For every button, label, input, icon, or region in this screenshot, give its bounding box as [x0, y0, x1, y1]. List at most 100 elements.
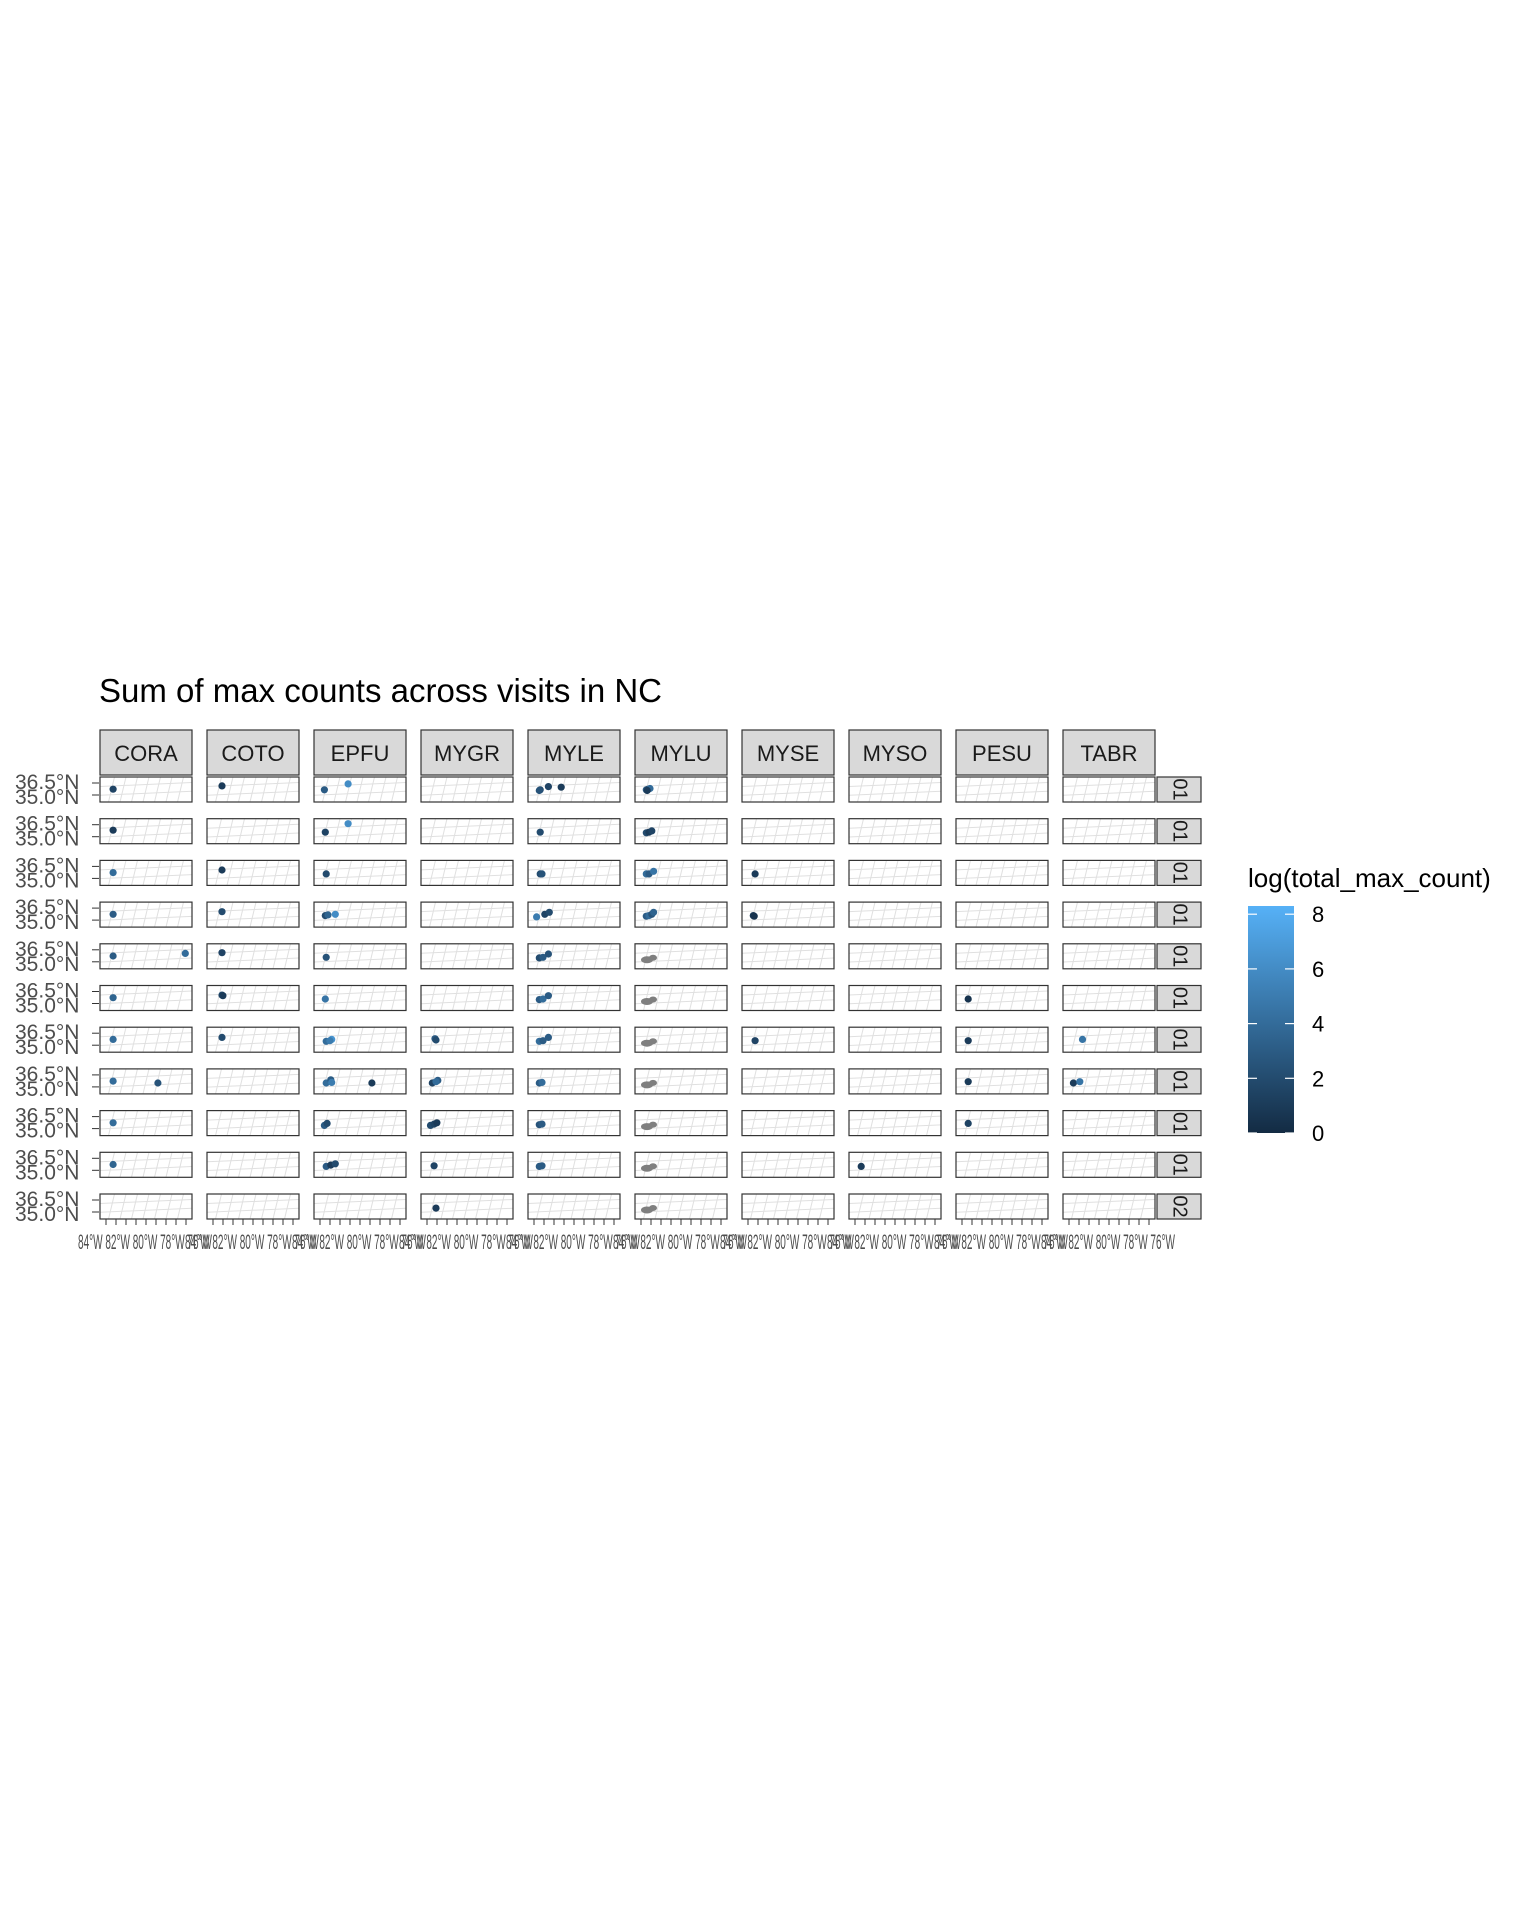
grid-line — [486, 860, 494, 886]
data-point — [751, 870, 759, 878]
grid-line — [634, 1032, 728, 1038]
grid-line — [1010, 1110, 1017, 1136]
grid-line — [206, 832, 300, 838]
panel-border — [313, 1109, 407, 1137]
grid-line — [452, 818, 459, 844]
grid-line — [955, 1040, 1049, 1046]
grid-line — [345, 943, 352, 969]
y-tick-label: 35.0°N — [15, 1161, 79, 1184]
grid-line — [452, 901, 459, 928]
grid-line — [345, 1152, 352, 1178]
grid-line — [1094, 901, 1101, 928]
facet-label-row: 01 — [1169, 1070, 1191, 1092]
grid-line — [333, 818, 341, 844]
grid-line — [677, 860, 685, 886]
data-point — [109, 1035, 117, 1043]
grid-line — [498, 818, 505, 844]
grid-line — [420, 990, 514, 996]
grid-line — [142, 860, 150, 886]
grid-line — [463, 1068, 471, 1095]
grid-line — [206, 1207, 300, 1213]
grid-line — [784, 1193, 792, 1220]
grid-line — [238, 818, 245, 844]
grid-line — [391, 776, 398, 803]
grid-line — [891, 1027, 899, 1053]
grid-line — [313, 999, 407, 1005]
grid-line — [1094, 1068, 1101, 1095]
grid-line — [955, 1115, 1049, 1121]
grid-line — [1140, 818, 1147, 844]
legend-title: log(total_max_count) — [1248, 863, 1491, 893]
grid-line — [440, 901, 448, 928]
data-point — [219, 992, 227, 1000]
grid-line — [379, 1027, 387, 1053]
grid-line — [807, 1068, 815, 1095]
data-point — [539, 953, 547, 961]
grid-line — [1021, 1068, 1029, 1095]
grid-line — [761, 1027, 769, 1053]
panel-border — [99, 859, 193, 887]
grid-line — [689, 1068, 696, 1095]
grid-line — [880, 901, 887, 928]
grid-line — [1071, 943, 1078, 969]
grid-line — [475, 1027, 482, 1053]
grid-line — [345, 1193, 352, 1220]
grid-line — [868, 860, 876, 886]
grid-line — [998, 776, 1006, 803]
grid-line — [356, 1027, 364, 1053]
panel-border — [527, 984, 621, 1012]
grid-line — [391, 985, 398, 1011]
facet-strip-row — [1156, 1151, 1202, 1178]
grid-line — [1062, 832, 1156, 838]
grid-line — [654, 1193, 662, 1220]
grid-line — [498, 943, 505, 969]
grid-line — [1082, 776, 1090, 803]
panel-border — [741, 776, 835, 803]
grid-line — [998, 1068, 1006, 1095]
grid-line — [1062, 823, 1156, 829]
grid-line — [420, 1040, 514, 1046]
grid-line — [440, 776, 448, 803]
grid-line — [368, 901, 375, 928]
grid-line — [215, 985, 222, 1011]
grid-line — [333, 1193, 341, 1220]
grid-line — [284, 1027, 291, 1053]
grid-line — [215, 901, 222, 928]
grid-line — [1071, 1193, 1078, 1220]
grid-line — [1021, 776, 1029, 803]
x-tick-label: 84°W 82°W 80°W 78°W 76°W — [78, 1231, 212, 1254]
grid-line — [440, 1068, 448, 1095]
grid-line — [486, 985, 494, 1011]
grid-line — [226, 818, 234, 844]
grid-line — [582, 1027, 589, 1053]
grid-line — [857, 1068, 864, 1095]
panel-border — [848, 776, 942, 803]
grid-line — [261, 1110, 268, 1136]
grid-line — [527, 1166, 621, 1172]
grid-line — [249, 818, 257, 844]
grid-line — [975, 1110, 983, 1136]
grid-line — [857, 943, 864, 969]
grid-line — [391, 1027, 398, 1053]
grid-line — [99, 1115, 193, 1121]
grid-line — [463, 1193, 471, 1220]
legend-tick-label: 4 — [1312, 1012, 1324, 1037]
grid-line — [570, 1193, 578, 1220]
grid-line — [582, 860, 589, 886]
grid-line — [1117, 1110, 1124, 1136]
grid-line — [819, 943, 826, 969]
grid-line — [955, 782, 1049, 787]
data-point — [326, 1037, 334, 1045]
facet-strip-col — [1062, 729, 1156, 776]
facet-label-row: 01 — [1169, 945, 1191, 967]
panel-border — [1062, 1026, 1156, 1053]
grid-line — [964, 776, 971, 803]
data-point — [109, 785, 117, 793]
grid-line — [903, 818, 910, 844]
grid-line — [177, 1193, 184, 1220]
grid-line — [1021, 985, 1029, 1011]
grid-line — [1062, 1032, 1156, 1038]
data-point — [154, 1079, 162, 1087]
grid-line — [527, 1082, 621, 1088]
grid-line — [284, 901, 291, 928]
